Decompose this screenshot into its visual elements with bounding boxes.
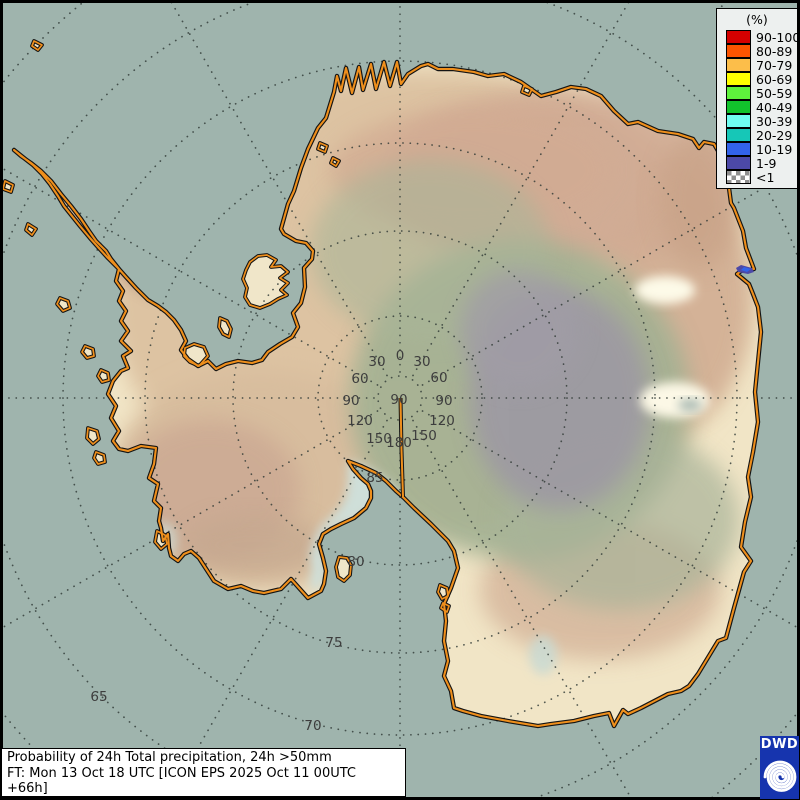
legend-range-label: 70-79 bbox=[756, 57, 793, 73]
legend-row: 50-59 bbox=[726, 85, 797, 101]
legend-color-swatch bbox=[726, 58, 751, 72]
legend-range-label: 80-89 bbox=[756, 43, 793, 59]
legend-color-swatch bbox=[726, 72, 751, 86]
legend-color-swatch bbox=[726, 170, 751, 184]
legend-range-label: 60-69 bbox=[756, 71, 793, 87]
legend-color-swatch bbox=[726, 114, 751, 128]
legend-range-label: 90-100 bbox=[756, 29, 800, 45]
legend-row: 90-100 bbox=[726, 29, 800, 45]
legend-range-label: 10-19 bbox=[756, 141, 793, 157]
legend-rows: 90-100 80-89 70-79 60-69 50-59 40-49 30-… bbox=[717, 29, 800, 185]
map-title: Probability of 24h Total precipitation, … bbox=[7, 750, 332, 765]
legend-row: 30-39 bbox=[726, 113, 797, 129]
legend-color-swatch bbox=[726, 142, 751, 156]
legend-row: 20-29 bbox=[726, 127, 797, 143]
legend-row: 10-19 bbox=[726, 141, 797, 157]
legend-range-label: 40-49 bbox=[756, 99, 793, 115]
meridian-line-180 bbox=[398, 397, 405, 498]
legend-color-swatch bbox=[726, 100, 751, 114]
probability-patch-blue bbox=[736, 265, 754, 274]
dwd-logo-text: DWD bbox=[760, 737, 799, 752]
legend-color-swatch bbox=[726, 128, 751, 142]
continent bbox=[3, 41, 761, 726]
legend-row: 60-69 bbox=[726, 71, 797, 87]
legend-range-label: 30-39 bbox=[756, 113, 793, 129]
legend-row: <1 bbox=[726, 169, 797, 185]
legend-title: (%) bbox=[746, 12, 768, 27]
probability-legend: (%) 90-100 80-89 70-79 60-69 50-59 40-49 bbox=[716, 8, 800, 189]
legend-color-swatch bbox=[726, 44, 751, 58]
legend-range-label: <1 bbox=[756, 169, 775, 185]
dwd-logo: DWD bbox=[760, 736, 799, 799]
legend-color-swatch bbox=[726, 156, 751, 170]
legend-row: 80-89 bbox=[726, 43, 797, 59]
legend-range-label: 20-29 bbox=[756, 127, 793, 143]
forecast-info-box: Probability of 24h Total precipitation, … bbox=[1, 748, 406, 800]
dwd-spiral-icon bbox=[763, 760, 797, 792]
legend-range-label: 1-9 bbox=[756, 155, 777, 171]
copyright: ©2025 Deutscher Wetterdienst bbox=[7, 797, 400, 800]
forecast-time: FT: Mon 13 Oct 18 UTC [ICON EPS 2025 Oct… bbox=[7, 765, 357, 797]
legend-row: 1-9 bbox=[726, 155, 797, 171]
legend-color-swatch bbox=[726, 30, 751, 44]
legend-row: 70-79 bbox=[726, 57, 797, 73]
legend-row: 40-49 bbox=[726, 99, 797, 115]
legend-color-swatch bbox=[726, 86, 751, 100]
legend-range-label: 50-59 bbox=[756, 85, 793, 101]
